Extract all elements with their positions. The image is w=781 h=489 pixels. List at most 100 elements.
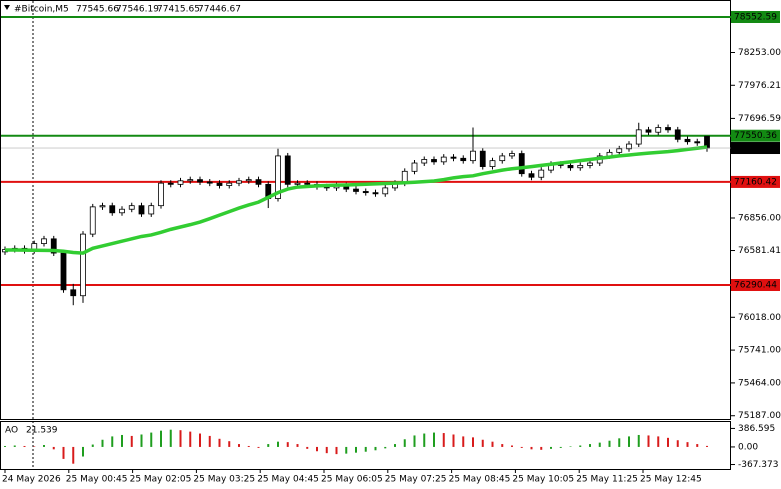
ao-bar bbox=[559, 446, 562, 448]
ao-bar bbox=[150, 432, 153, 447]
ao-bar bbox=[540, 446, 543, 450]
candle-body bbox=[616, 148, 623, 153]
y-tick-label: 77976.21 bbox=[738, 81, 781, 91]
x-tick-label: 25 May 11:25 bbox=[576, 475, 638, 485]
y-tick-label: -367.373 bbox=[738, 460, 778, 470]
x-tick-label: 25 May 03:25 bbox=[193, 475, 255, 485]
candle-body bbox=[206, 181, 213, 184]
price-tag bbox=[731, 142, 780, 155]
candle-body bbox=[275, 155, 281, 199]
candle-body bbox=[70, 289, 77, 297]
ao-bar bbox=[696, 444, 699, 447]
ao-bar bbox=[218, 438, 221, 447]
candle-body bbox=[577, 164, 584, 169]
ao-bar bbox=[121, 434, 123, 447]
candle-body bbox=[236, 180, 242, 184]
candle-body bbox=[450, 156, 457, 159]
ao-bar bbox=[316, 446, 318, 452]
ao-bar bbox=[267, 444, 270, 447]
y-tick-label: 386.595 bbox=[738, 424, 775, 434]
candle-body bbox=[470, 150, 476, 162]
ao-bar bbox=[160, 430, 162, 447]
ao-bar bbox=[277, 441, 279, 447]
x-tick-label: 25 May 00:45 bbox=[66, 475, 128, 485]
ao-bar bbox=[686, 442, 689, 447]
candle-body bbox=[460, 157, 467, 162]
ao-bar bbox=[52, 446, 55, 450]
symbol-icon bbox=[4, 5, 10, 10]
ao-bar bbox=[33, 446, 36, 447]
ao-bar bbox=[62, 446, 65, 459]
header-close: 77446.67 bbox=[198, 5, 241, 15]
ao-bar bbox=[550, 446, 552, 449]
ao-bar bbox=[501, 444, 504, 447]
y-tick-label: 76856.00 bbox=[738, 213, 781, 223]
candle-body bbox=[372, 192, 379, 195]
candle-body bbox=[60, 252, 67, 291]
candle-body bbox=[119, 208, 125, 214]
candle-body bbox=[440, 156, 447, 163]
ao-bar bbox=[452, 434, 455, 447]
level-label: 77160.42 bbox=[734, 177, 777, 187]
ao-bar bbox=[257, 446, 260, 448]
ao-bar bbox=[208, 435, 211, 447]
level-tag bbox=[731, 279, 780, 292]
candle-body bbox=[304, 182, 311, 185]
ao-bar bbox=[481, 439, 484, 447]
ao-bar bbox=[569, 446, 572, 447]
candle-body bbox=[655, 127, 662, 133]
candle-body bbox=[80, 233, 86, 297]
ao-bar bbox=[403, 439, 406, 447]
candle-body bbox=[479, 150, 486, 167]
y-tick-label: 75741.00 bbox=[738, 346, 781, 356]
candle-body bbox=[421, 159, 428, 164]
price-label: 77446.67 bbox=[734, 144, 777, 154]
x-tick-label: 25 May 04:45 bbox=[257, 475, 319, 485]
candle-body bbox=[353, 188, 359, 192]
candle-body bbox=[538, 169, 545, 178]
candle-body bbox=[128, 205, 135, 210]
candle-body bbox=[645, 129, 652, 133]
candle-body bbox=[587, 162, 593, 166]
y-tick-label: 75464.00 bbox=[738, 378, 781, 388]
candle-body bbox=[382, 187, 389, 195]
candle-body bbox=[674, 129, 681, 140]
ao-bar bbox=[520, 446, 523, 448]
ao-bar bbox=[530, 446, 533, 450]
candle-body bbox=[411, 162, 418, 172]
ao-bar bbox=[618, 438, 621, 447]
candle-body bbox=[177, 180, 184, 185]
ao-bar bbox=[384, 446, 387, 449]
x-tick-label: 25 May 06:05 bbox=[321, 475, 383, 485]
ao-bar bbox=[355, 446, 357, 453]
header-low: 77415.65 bbox=[157, 5, 200, 15]
candle-body bbox=[528, 173, 535, 178]
y-tick-label: 76018.00 bbox=[738, 313, 781, 323]
level-label: 76290.44 bbox=[734, 281, 777, 291]
candle-body bbox=[284, 155, 291, 185]
ao-bar bbox=[706, 445, 708, 447]
ao-bar bbox=[13, 445, 16, 447]
ao-bar bbox=[43, 445, 45, 447]
ao-bar bbox=[442, 433, 445, 447]
ao-bar bbox=[296, 444, 299, 447]
ao-bar bbox=[335, 446, 338, 455]
ao-bar bbox=[91, 444, 94, 447]
y-tick-label: 0.00 bbox=[738, 442, 758, 452]
ao-bar bbox=[23, 445, 26, 447]
candle-body bbox=[50, 238, 57, 254]
ao-bar bbox=[325, 446, 328, 454]
x-tick-label: 25 May 08:45 bbox=[449, 475, 511, 485]
ao-bar bbox=[169, 429, 172, 447]
candle-body bbox=[226, 182, 233, 186]
x-tick-label: 25 May 07:25 bbox=[385, 475, 447, 485]
candle-body bbox=[626, 143, 632, 150]
ao-bar bbox=[306, 446, 309, 449]
ao-bar bbox=[179, 430, 182, 447]
ao-bar bbox=[101, 439, 104, 447]
level-tag bbox=[731, 175, 780, 188]
ao-frame bbox=[0, 421, 731, 470]
ao-name: AO bbox=[5, 426, 18, 436]
level-tag bbox=[731, 129, 780, 142]
